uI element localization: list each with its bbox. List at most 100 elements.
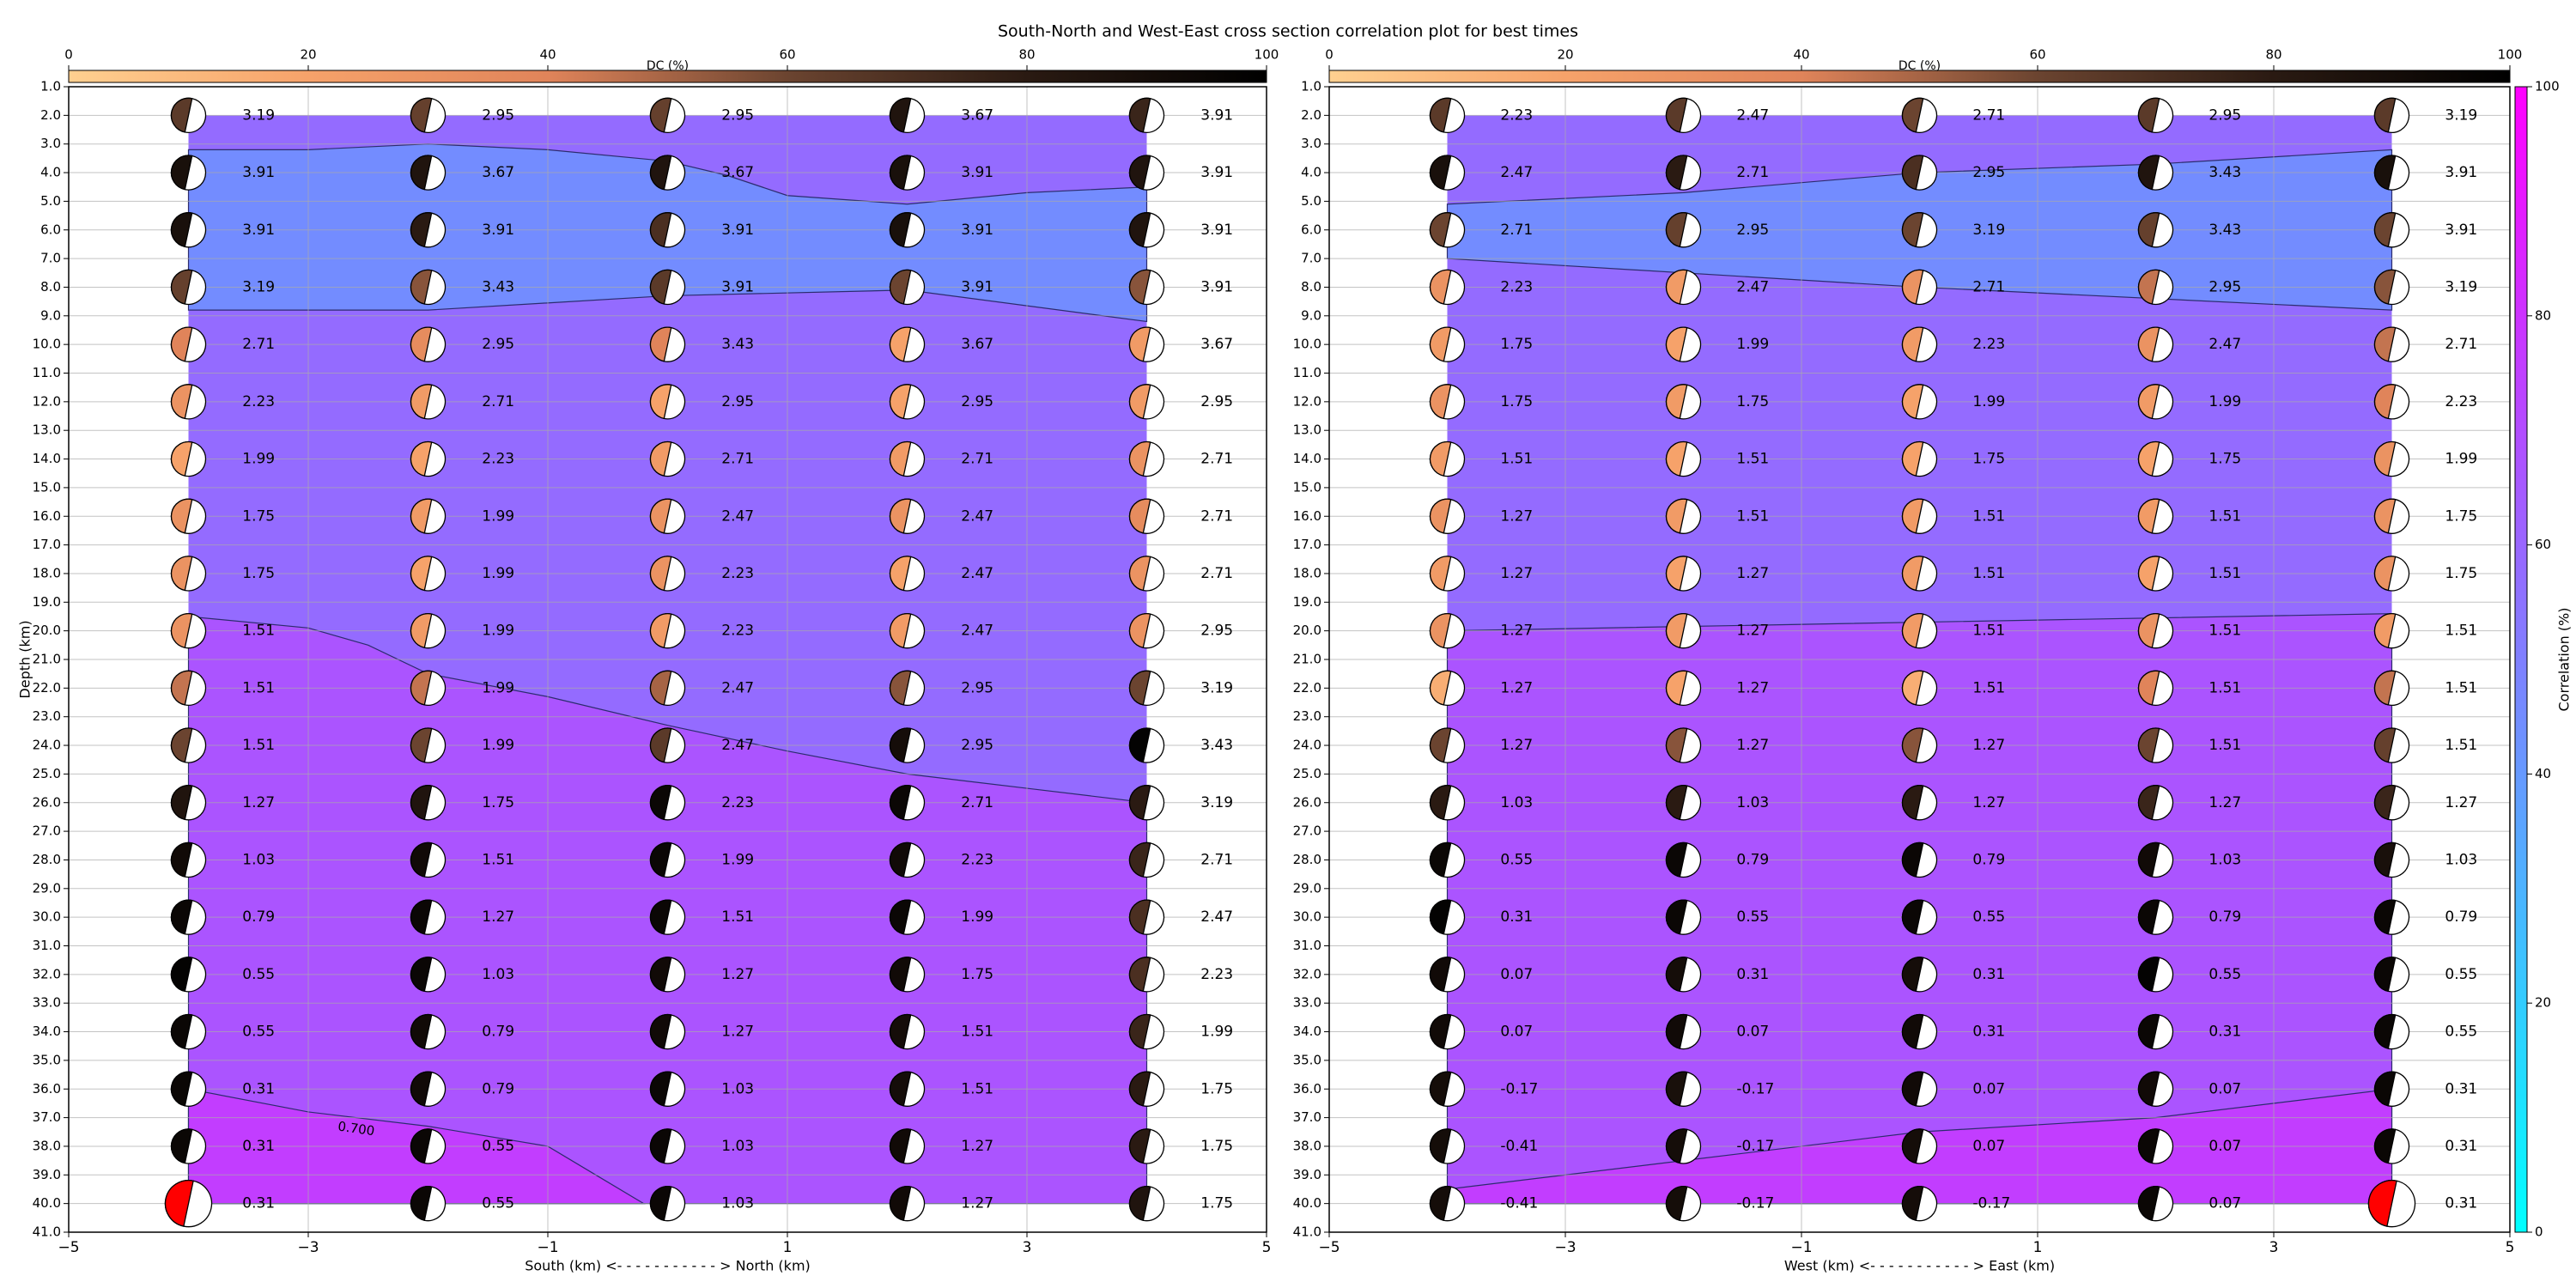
beachball [2367,1180,2416,1228]
time-label: 3.91 [242,164,275,181]
y-tick-label: 34.0 [33,1024,61,1039]
beachball-quadrant [1665,384,1688,420]
y-tick-label: 10.0 [1293,337,1321,352]
beachball-quadrant [889,556,912,592]
y-tick-label: 30.0 [1293,909,1321,925]
time-label: 0.55 [1736,908,1769,926]
correlation-colorbar-tick-label: 40 [2535,766,2551,781]
beachball-quadrant [2137,556,2160,592]
x-tick-label: 5 [1262,1239,1272,1256]
beachball-quadrant [649,556,672,592]
beachball-quadrant [649,269,672,305]
time-label: 1.27 [1500,737,1533,754]
time-label: 1.75 [482,794,514,811]
time-label: 2.47 [961,565,993,582]
y-tick-label: 32.0 [1293,966,1321,981]
beachball [170,1128,207,1164]
dc-colorbar-tick-label: 100 [1255,47,1279,63]
time-label: 1.03 [1736,794,1769,811]
time-label: 2.23 [721,623,754,640]
beachball [1901,670,1938,706]
time-label: 1.99 [482,623,514,640]
beachball [1901,1071,1938,1107]
time-label: 1.51 [482,851,514,868]
time-label: 3.91 [1200,222,1233,239]
beachball-quadrant [1128,613,1151,648]
beachball-quadrant [1429,1013,1452,1049]
x-tick-label: −5 [1318,1239,1340,1256]
beachball [1128,1186,1165,1222]
beachball-quadrant [170,841,193,878]
y-tick-label: 18.0 [33,565,61,580]
time-label: 0.31 [2208,1024,2241,1041]
beachball [1429,384,1466,420]
beachball-quadrant [2137,957,2160,993]
time-label: 3.43 [1200,737,1233,754]
beachball [1429,899,1466,935]
time-label: 1.75 [1200,1138,1233,1155]
beachball [2373,97,2410,134]
beachball [1901,957,1938,993]
time-label: 0.79 [482,1024,514,1041]
beachball-quadrant [1128,957,1151,993]
time-label: 1.51 [2208,679,2241,696]
beachball-quadrant [1128,384,1151,420]
dc-colorbar-tick-label: 60 [779,47,795,63]
beachball-quadrant [1429,97,1452,133]
beachball-quadrant [649,384,672,420]
beachball-quadrant [2137,1186,2160,1221]
time-label: 2.23 [2445,393,2477,410]
beachball [2137,440,2174,477]
time-label: 1.99 [961,908,993,926]
beachball-quadrant [1128,498,1151,534]
beachball [1429,556,1466,592]
dc-colorbar-tick-label: 20 [1557,47,1573,63]
beachball [649,212,686,248]
beachball [410,155,447,191]
time-label: 0.07 [1736,1024,1769,1041]
time-label: 0.55 [482,1195,514,1212]
y-tick-label: 20.0 [1293,623,1321,638]
beachball-quadrant [1128,899,1151,935]
time-label: 3.91 [961,222,993,239]
time-label: 2.71 [1500,222,1533,239]
y-tick-label: 35.0 [1293,1052,1321,1067]
beachball [1901,498,1938,534]
beachball-quadrant [2373,498,2397,534]
time-label: 2.23 [721,794,754,811]
beachball [410,440,447,477]
beachball-quadrant [1128,1186,1151,1221]
beachball [1128,384,1165,420]
beachball [1901,727,1938,763]
beachball-quadrant [889,384,912,420]
beachball-quadrant [1429,957,1452,993]
time-label: 1.75 [242,565,275,582]
beachball-quadrant [649,899,672,935]
beachball [1429,727,1466,763]
beachball-quadrant [2137,384,2160,420]
beachball-quadrant [1665,440,1688,477]
time-label: -0.41 [1500,1138,1538,1155]
beachball [1429,1128,1466,1164]
beachball-quadrant [2137,498,2160,534]
beachball-quadrant [2373,899,2397,935]
y-tick-label: 2.0 [40,107,61,123]
correlation-colorbar-label: Correlation (%) [2556,608,2573,712]
time-label: 3.19 [242,278,275,295]
beachball [410,1186,447,1222]
beachball [1901,155,1938,191]
time-label: 2.23 [961,851,993,868]
y-tick-label: 21.0 [1293,652,1321,667]
y-tick-label: 6.0 [40,222,61,237]
beachball-quadrant [1665,841,1688,878]
beachball-quadrant [170,556,193,592]
x-tick-label: −1 [537,1239,558,1256]
beachball [2137,326,2174,362]
beachball-quadrant [410,212,433,248]
beachball [410,97,447,134]
time-label: 1.27 [2208,794,2241,811]
y-tick-label: 40.0 [1293,1195,1321,1211]
beachball-quadrant [1128,556,1151,592]
beachball [889,957,926,993]
time-label: 0.55 [2445,1024,2477,1041]
